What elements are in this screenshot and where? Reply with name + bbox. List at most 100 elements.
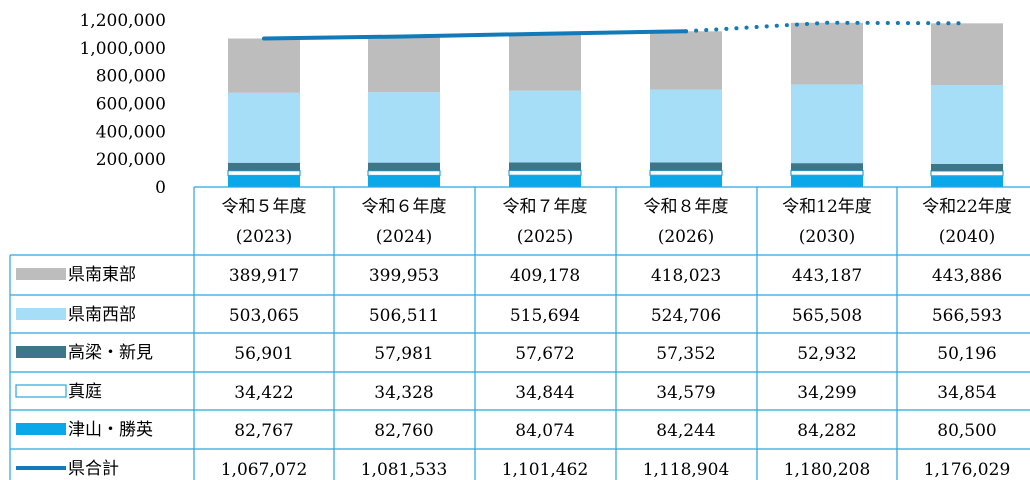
y-tick-label: 1,200,000 <box>79 11 166 31</box>
y-tick-label: 0 <box>155 178 166 198</box>
data-label: 515,694 <box>510 306 580 326</box>
bar-segment <box>509 90 581 163</box>
bar-segment <box>228 162 300 171</box>
data-label: 565,508 <box>792 306 862 326</box>
category-label: (2025) <box>517 227 574 247</box>
y-tick-label: 800,000 <box>96 67 166 87</box>
series-name: 県南西部 <box>68 305 136 325</box>
bar-segment <box>508 169 582 176</box>
bar-segment <box>650 31 722 90</box>
data-label: 82,760 <box>374 421 433 441</box>
bar-segment <box>228 38 300 93</box>
data-label: 84,074 <box>515 421 574 441</box>
data-label: 524,706 <box>651 306 721 326</box>
data-label: 1,176,029 <box>924 460 1011 480</box>
data-label: 566,593 <box>932 306 1002 326</box>
data-label: 50,196 <box>937 344 996 364</box>
bar-segment <box>368 162 440 171</box>
bar-segment <box>650 89 722 163</box>
total-line-solid <box>262 29 688 41</box>
y-tick-label: 600,000 <box>96 95 166 115</box>
bar-segment <box>368 92 440 163</box>
data-label: 34,328 <box>374 383 433 403</box>
bar-segment <box>650 175 722 187</box>
data-label: 1,118,904 <box>643 460 730 480</box>
series-name: 高梁・新見 <box>68 343 153 363</box>
data-label: 57,981 <box>374 344 433 364</box>
data-label: 57,352 <box>656 344 715 364</box>
bar-segment <box>509 33 581 91</box>
category-label: (2024) <box>376 227 433 247</box>
series-name: 県合計 <box>68 459 119 479</box>
data-label: 56,901 <box>234 344 293 364</box>
data-label: 503,065 <box>229 306 299 326</box>
bar-segment <box>649 169 723 176</box>
bar-segment <box>931 23 1003 86</box>
data-label: 443,886 <box>932 266 1002 286</box>
data-label: 82,767 <box>234 421 293 441</box>
data-label: 34,854 <box>937 383 996 403</box>
bar-segment <box>227 170 301 177</box>
data-label: 1,081,533 <box>361 460 448 480</box>
bar-segment <box>930 170 1004 177</box>
bar-segment <box>931 163 1003 171</box>
data-label: 1,180,208 <box>784 460 871 480</box>
data-label: 80,500 <box>937 421 996 441</box>
bar-segment <box>790 169 864 176</box>
category-label: 令和８年度 <box>644 197 729 217</box>
legend-key-swatch <box>16 346 66 358</box>
bar-segment <box>367 170 441 177</box>
data-label: 506,511 <box>369 306 439 326</box>
data-label: 443,187 <box>792 266 862 286</box>
bar-segment <box>228 92 300 163</box>
category-label: (2026) <box>658 227 715 247</box>
category-label: 令和12年度 <box>782 197 872 217</box>
y-tick-label: 200,000 <box>96 150 166 170</box>
data-label: 409,178 <box>510 266 580 286</box>
bar-segment <box>509 175 581 187</box>
bar-segment <box>650 162 722 171</box>
category-label: 令和５年度 <box>222 197 307 217</box>
total-line-series <box>262 20 969 41</box>
category-label: 令和22年度 <box>922 197 1012 217</box>
series-name: 津山・勝英 <box>68 420 153 440</box>
data-table: 令和５年度 (2023) 令和６年度 (2024) 令和７年度 (2025) 令和８年度 (2… <box>9 186 1030 480</box>
bar-segment <box>368 175 440 187</box>
bar-segment <box>931 85 1003 164</box>
data-label: 84,244 <box>656 421 715 441</box>
legend-key-swatch <box>15 384 67 398</box>
data-label: 389,917 <box>229 266 299 286</box>
data-label: 418,023 <box>651 266 721 286</box>
category-label: (2040) <box>939 227 996 247</box>
y-axis-ticks: 0 200,000 400,000 600,000 800,000 1,000,000 1,… <box>79 11 166 198</box>
stacked-bars <box>227 22 1004 187</box>
bar-segment <box>791 84 863 164</box>
category-label: 令和６年度 <box>362 197 447 217</box>
category-label: (2030) <box>799 227 856 247</box>
y-tick-label: 400,000 <box>96 122 166 142</box>
data-label: 1,067,072 <box>221 460 308 480</box>
bar-segment <box>791 163 863 171</box>
legend-key-swatch <box>16 423 66 435</box>
legend-key-swatch <box>16 268 66 280</box>
data-label: 57,672 <box>515 344 574 364</box>
data-label: 1,101,462 <box>502 460 589 480</box>
category-label: 令和７年度 <box>503 197 588 217</box>
data-label: 34,299 <box>797 383 856 403</box>
y-tick-label: 1,000,000 <box>79 39 166 59</box>
data-label: 34,844 <box>515 383 574 403</box>
data-label: 52,932 <box>797 344 856 364</box>
data-label: 84,282 <box>797 421 856 441</box>
bar-segment <box>368 36 440 93</box>
bar-segment <box>228 175 300 187</box>
legend-key-swatch <box>16 308 66 320</box>
bar-segment <box>791 22 863 85</box>
data-label: 34,579 <box>656 383 715 403</box>
series-name: 県南東部 <box>68 265 136 285</box>
series-name: 真庭 <box>68 382 102 402</box>
bar-segment <box>931 175 1003 187</box>
bar-segment <box>791 175 863 187</box>
data-label: 399,953 <box>369 266 439 286</box>
bar-segment <box>509 162 581 171</box>
